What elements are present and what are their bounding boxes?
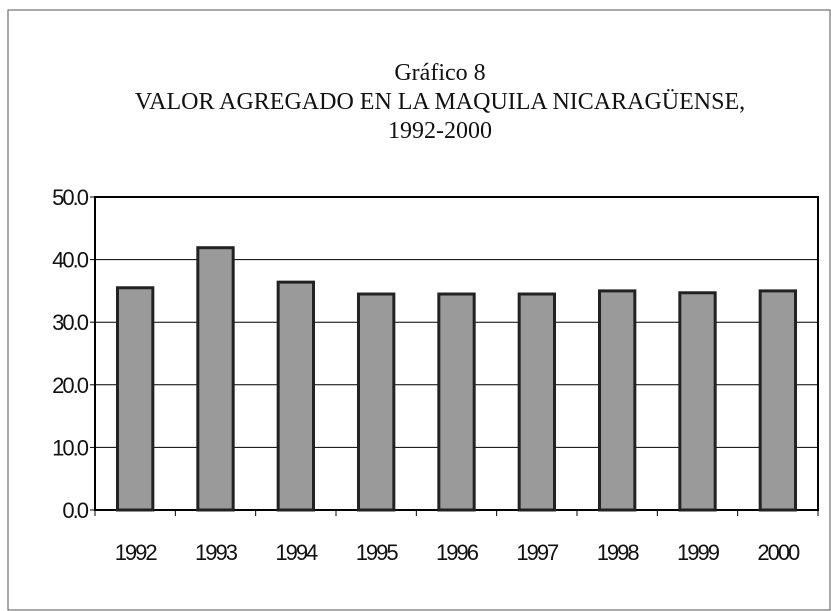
bar	[356, 292, 396, 512]
x-tick-label: 1998	[597, 540, 640, 565]
y-tick-label: 0.0	[62, 498, 88, 523]
chart-title: VALOR AGREGADO EN LA MAQUILA NICARAGÜENS…	[135, 89, 745, 115]
x-tick-label: 1994	[275, 540, 318, 565]
bar	[597, 289, 637, 512]
x-tick-label: 1999	[677, 540, 720, 565]
bar	[517, 292, 557, 512]
bar	[276, 280, 316, 512]
x-tick-label: 1996	[436, 540, 479, 565]
chart-frame	[7, 9, 831, 611]
bar	[437, 292, 476, 512]
y-tick-label: 30.0	[52, 310, 89, 335]
bar	[196, 246, 235, 512]
x-tick-label: 1992	[115, 540, 158, 565]
y-tick-label: 40.0	[52, 248, 89, 273]
bar	[758, 289, 798, 512]
y-tick-label: 50.0	[52, 185, 89, 210]
x-tick-label: 1997	[516, 540, 559, 565]
bar	[678, 291, 717, 512]
x-tick-label: 2000	[757, 540, 800, 565]
bar	[115, 286, 155, 512]
y-tick-label: 20.0	[52, 373, 89, 398]
chart-title: Gráfico 8	[394, 60, 485, 86]
y-tick-label: 10.0	[52, 435, 89, 460]
x-tick-label: 1995	[356, 540, 399, 565]
chart-title: 1992-2000	[388, 118, 492, 144]
x-tick-label: 1993	[195, 540, 238, 565]
